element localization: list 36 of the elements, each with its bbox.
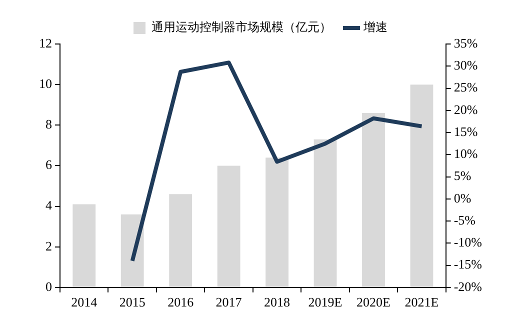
y2-tick-label: 0%	[454, 190, 472, 206]
y2-tick-label: 10%	[454, 146, 478, 162]
y2-tick-label: 15%	[454, 124, 478, 139]
x-tick-label: 2016	[168, 294, 194, 310]
y-tick-label: 2	[46, 238, 52, 254]
y2-tick-label: 20%	[454, 102, 478, 117]
y2-tick-label: 5%	[454, 168, 472, 184]
bar	[410, 84, 434, 287]
y2-tick-label: -20%	[454, 278, 482, 294]
y2-tick-label: -5%	[454, 212, 476, 228]
y2-tick-label: 25%	[454, 80, 478, 95]
x-tick-label: 2018	[264, 294, 290, 310]
y-tick-label: 8	[46, 116, 52, 132]
y-tick-label: 4	[46, 198, 52, 213]
y2-tick-label: 30%	[454, 58, 478, 73]
legend-label: 通用运动控制器市场规模（亿元）	[152, 20, 332, 34]
x-tick-label: 2020E	[356, 294, 391, 310]
x-tick-label: 2015	[119, 294, 146, 310]
y-tick-label: 0	[46, 278, 52, 294]
y-tick-label: 10	[39, 76, 52, 91]
bar	[72, 204, 96, 287]
x-tick-label: 2014	[71, 294, 98, 310]
x-tick-label: 2021E	[404, 294, 439, 310]
bar	[217, 166, 240, 287]
y2-tick-label: 35%	[454, 35, 478, 50]
bar	[362, 112, 385, 287]
y2-tick-label: -15%	[454, 256, 482, 272]
y2-tick-label: -10%	[454, 234, 482, 250]
y-tick-label: 6	[46, 157, 52, 172]
x-tick-label: 2019E	[308, 294, 342, 310]
y-tick-label: 12	[39, 35, 52, 50]
bar	[169, 194, 192, 287]
bar	[314, 139, 337, 287]
x-tick-label: 2017	[216, 294, 242, 310]
bar	[266, 158, 288, 287]
legend-label: 增速	[362, 20, 388, 34]
